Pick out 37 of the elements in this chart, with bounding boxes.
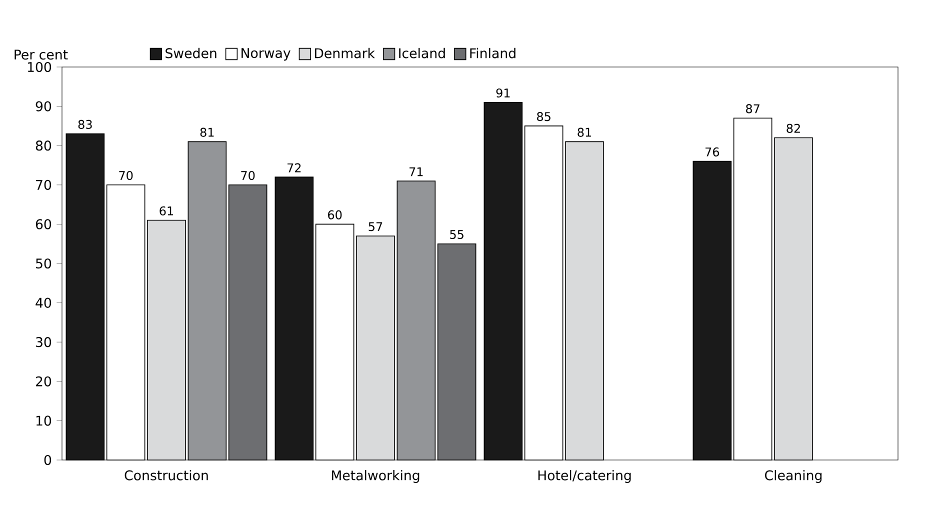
data-label: 70 bbox=[119, 170, 133, 180]
x-tick-label: Cleaning bbox=[765, 470, 822, 483]
data-label: 72 bbox=[288, 163, 301, 172]
y-tick-label: 100 bbox=[28, 62, 52, 72]
x-tick-label: Hotel/catering bbox=[538, 470, 631, 483]
y-tick-label: 40 bbox=[36, 298, 52, 308]
y-tick-label: 0 bbox=[44, 454, 52, 466]
legend-label: Sweden bbox=[166, 48, 216, 58]
data-label: 70 bbox=[241, 170, 255, 180]
data-label: 85 bbox=[537, 112, 550, 122]
y-tick-label: 80 bbox=[36, 140, 52, 151]
data-label: 71 bbox=[410, 167, 423, 176]
y-tick-label: 30 bbox=[36, 337, 52, 348]
x-tick-label: Metalworking bbox=[332, 470, 420, 483]
data-label: 87 bbox=[746, 104, 760, 114]
y-axis-title: Per cent bbox=[14, 50, 68, 60]
data-label: 61 bbox=[160, 206, 174, 216]
y-tick-label: 60 bbox=[36, 219, 52, 230]
y-tick-label: 10 bbox=[36, 416, 52, 426]
legend-label: Finland bbox=[470, 48, 516, 58]
data-label: 91 bbox=[496, 88, 510, 98]
data-label: 81 bbox=[200, 128, 214, 137]
data-label: 57 bbox=[368, 222, 382, 232]
x-tick-label: Construction bbox=[124, 470, 208, 480]
y-tick-label: 20 bbox=[36, 376, 52, 386]
legend-label: Denmark bbox=[315, 48, 375, 58]
data-label: 76 bbox=[706, 147, 720, 156]
legend-label: Norway bbox=[242, 48, 290, 61]
legend-label: Iceland bbox=[399, 48, 445, 58]
y-tick-label: 90 bbox=[36, 101, 52, 112]
data-label: 55 bbox=[450, 230, 464, 240]
data-label: 83 bbox=[78, 120, 92, 129]
data-label: 60 bbox=[328, 210, 342, 220]
y-tick-label: 50 bbox=[36, 258, 52, 269]
data-label: 82 bbox=[786, 124, 800, 133]
data-label: 81 bbox=[578, 128, 592, 137]
y-tick-label: 70 bbox=[36, 180, 52, 190]
